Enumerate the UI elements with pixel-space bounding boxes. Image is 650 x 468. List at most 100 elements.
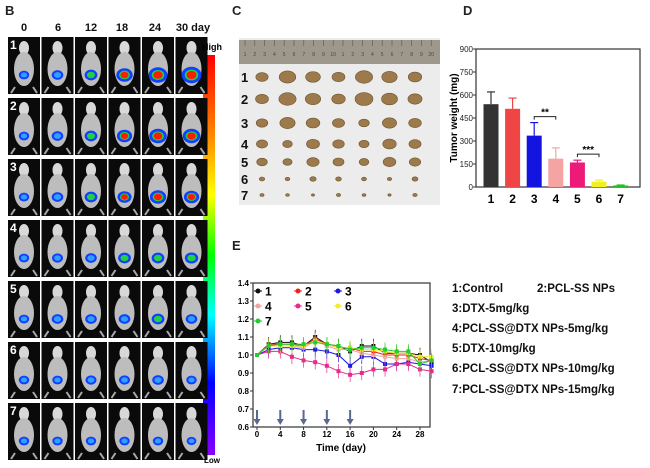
mouse-body xyxy=(14,418,34,452)
ruler-label: 3 xyxy=(263,52,266,58)
mouse-head xyxy=(86,224,96,238)
mouse-leg xyxy=(65,330,72,338)
bar xyxy=(483,104,499,187)
dosing-arrowhead xyxy=(253,419,261,425)
panel-label-d: D xyxy=(463,3,473,18)
mouse-leg xyxy=(32,330,38,338)
row-label: 7 xyxy=(10,404,17,418)
mouse-head xyxy=(153,102,163,116)
ruler-label: 2 xyxy=(253,52,256,58)
mouse-body xyxy=(114,174,135,208)
ruler-label: 6 xyxy=(293,52,296,58)
data-point xyxy=(429,369,434,374)
mouse-leg xyxy=(65,208,72,216)
mouse-leg xyxy=(177,452,184,460)
data-point xyxy=(313,360,318,365)
tumor xyxy=(309,176,317,182)
mouse-leg xyxy=(132,391,139,399)
mouse-leg xyxy=(99,391,105,399)
tumor xyxy=(408,118,422,128)
ruler-label: 2 xyxy=(351,52,354,58)
mouse-body xyxy=(81,235,101,269)
ruler-label: 10 xyxy=(330,52,336,58)
mouse-leg xyxy=(77,147,83,155)
ruler-label: 7 xyxy=(400,52,403,58)
data-point xyxy=(301,358,306,363)
tumor xyxy=(306,138,320,150)
mouse-leg xyxy=(32,452,38,460)
day-header: 0 xyxy=(20,22,28,34)
mouse-image: 4 xyxy=(8,220,40,277)
y-tick-label: 600 xyxy=(460,91,474,100)
day-header: 18 xyxy=(115,22,129,34)
mouse-leg xyxy=(110,330,117,338)
bar xyxy=(505,108,521,187)
signal-blob xyxy=(120,316,129,322)
data-point xyxy=(429,358,434,363)
mouse-body xyxy=(14,113,34,147)
bar xyxy=(548,158,564,187)
mouse-leg xyxy=(166,391,172,399)
mouse-leg xyxy=(77,269,83,277)
data-point xyxy=(383,367,388,372)
mouse-body xyxy=(81,52,101,86)
signal-blob xyxy=(54,255,61,261)
x-tick-label: 2 xyxy=(509,192,516,206)
mouse-image: 6 xyxy=(8,342,40,399)
mouse-leg xyxy=(199,147,206,155)
mouse-body xyxy=(181,357,202,391)
y-tick-label: 1.1 xyxy=(238,333,250,342)
y-tick-label: 450 xyxy=(460,114,474,123)
tumor xyxy=(331,93,346,105)
mouse-leg xyxy=(65,147,72,155)
mouse-leg xyxy=(32,269,38,277)
mouse-head xyxy=(19,41,29,55)
mouse-leg xyxy=(32,86,38,94)
mouse-image xyxy=(75,220,107,277)
signal-blob xyxy=(20,255,28,261)
mouse-image xyxy=(175,403,208,460)
tumor xyxy=(278,70,297,84)
y-tick-label: 0.7 xyxy=(238,405,250,414)
ruler-label: 1 xyxy=(342,52,345,58)
y-tick-label: 300 xyxy=(460,137,474,146)
mouse-image xyxy=(108,37,141,94)
mouse-image xyxy=(175,220,208,277)
mouse-image xyxy=(108,159,141,216)
x-tick-label: 1 xyxy=(488,192,495,206)
mouse-leg xyxy=(65,452,72,460)
mouse-image xyxy=(142,342,174,399)
signal-blob xyxy=(20,194,28,200)
mouse-image xyxy=(175,37,208,94)
signal-blob xyxy=(121,438,128,444)
tumor xyxy=(336,193,341,197)
mouse-head xyxy=(86,346,96,360)
signal-blob xyxy=(20,438,28,444)
mouse-image xyxy=(75,342,107,399)
tumor xyxy=(358,158,370,166)
data-point xyxy=(289,354,294,359)
bar xyxy=(591,181,607,187)
mouse-body xyxy=(47,174,68,208)
data-point xyxy=(348,363,353,368)
row-label: 6 xyxy=(10,343,17,357)
mouse-head xyxy=(52,224,63,238)
data-point xyxy=(417,362,422,366)
bar xyxy=(613,185,629,187)
mouse-leg xyxy=(199,391,206,399)
mouse-image xyxy=(41,37,74,94)
mouse-image: 3 xyxy=(8,159,40,216)
mouse-leg xyxy=(177,86,184,94)
data-point xyxy=(313,340,318,345)
ruler-label: 8 xyxy=(312,52,315,58)
y-tick-label: 900 xyxy=(460,45,474,54)
signal-blob xyxy=(154,438,162,444)
mouse-leg xyxy=(144,147,150,155)
legend-label: 1 xyxy=(265,285,272,299)
mouse-head xyxy=(186,41,197,55)
mouse-leg xyxy=(166,208,172,216)
mouse-leg xyxy=(199,86,206,94)
mouse-image xyxy=(175,342,208,399)
mouse-body xyxy=(181,235,202,269)
mouse-image xyxy=(175,281,208,338)
